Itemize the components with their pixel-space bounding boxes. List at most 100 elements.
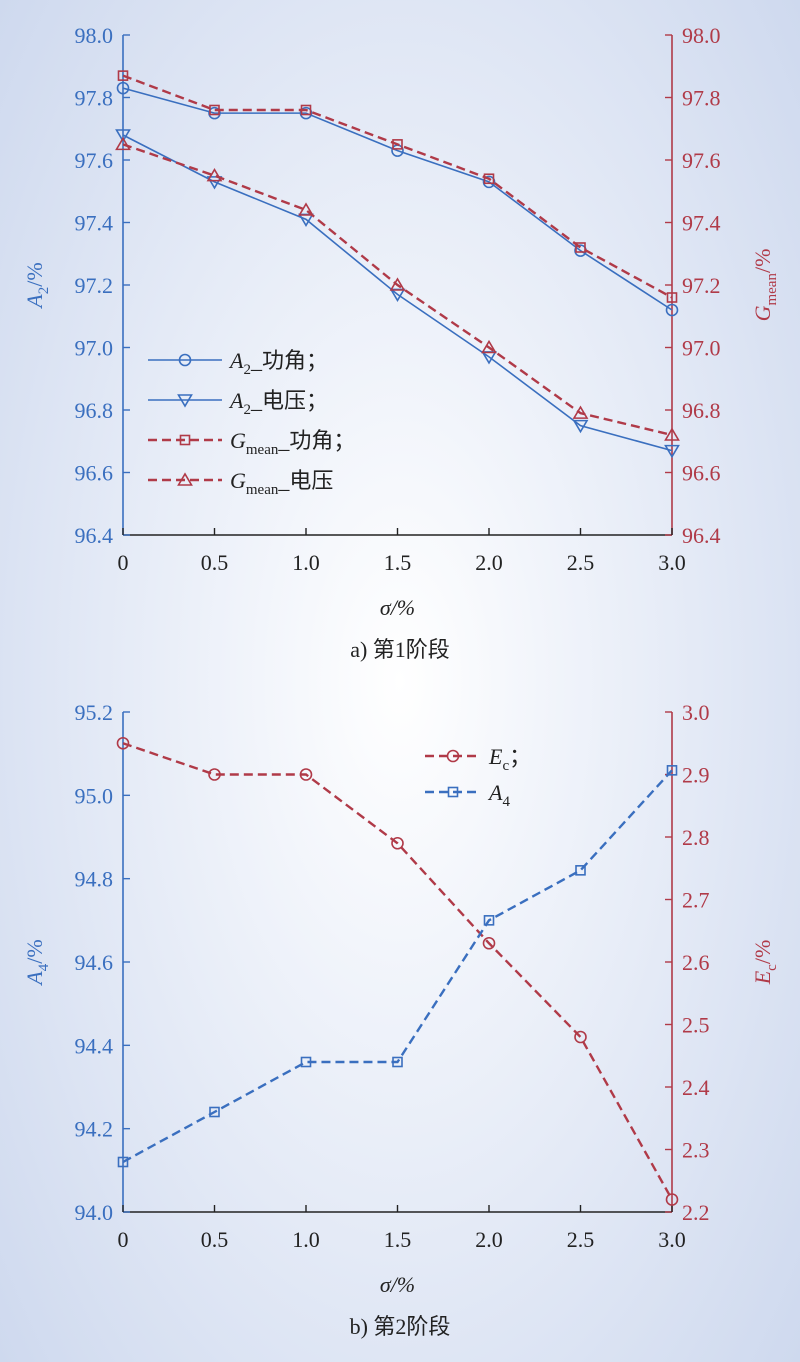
data-point: [483, 173, 495, 185]
legend-label-sub: 2: [243, 402, 251, 418]
series-1-4: [115, 136, 680, 441]
left-tick-label: 94.0: [75, 1200, 114, 1225]
legend-marker: [446, 749, 460, 763]
right-axis-title: Gmean/%: [750, 249, 780, 322]
x-tick-label: 1.5: [384, 550, 412, 575]
x-axis-title-text: σ/%: [380, 595, 415, 620]
legend-label-sub: 2: [243, 362, 251, 378]
data-point: [116, 736, 130, 750]
data-point: [206, 176, 223, 190]
right-axis-title-group: Ec/%: [750, 940, 780, 986]
legend-marker: [177, 472, 193, 486]
legend-label-main: E: [488, 744, 503, 769]
right-tick-label: 2.7: [682, 888, 710, 913]
x-axis-title: σ/%: [380, 595, 415, 620]
left-tick-label: 97.0: [75, 336, 114, 361]
legend-label-rest: _电压；: [250, 388, 328, 413]
right-tick-label: 97.4: [682, 211, 721, 236]
x-tick-label: 3.0: [658, 550, 686, 575]
data-point: [666, 765, 678, 776]
legend-1: A2_功角；A2_电压；Gmean_功角；Gmean_电压: [148, 348, 355, 498]
data-point: [482, 175, 496, 189]
left-tick-label: 94.2: [75, 1117, 114, 1142]
right-axis-title-unit: /%: [750, 249, 775, 273]
x-axis-title: σ/%: [380, 1272, 415, 1297]
legend-item: Ec；: [425, 744, 531, 774]
data-point: [116, 81, 130, 95]
x-tick-label: 0.5: [201, 1227, 229, 1252]
x-axis-title-text: σ/%: [380, 1272, 415, 1297]
left-tick-label: 96.4: [75, 523, 114, 548]
left-tick-label: 98.0: [75, 23, 114, 48]
left-tick-label: 94.4: [75, 1033, 114, 1058]
legend-label-main: G: [230, 428, 246, 453]
left-tick-label: 96.6: [75, 461, 114, 486]
x-tick-label: 1.0: [292, 550, 320, 575]
legend-label-main: A: [487, 780, 503, 805]
legend-marker: [179, 434, 191, 446]
right-axis-title-main: G: [750, 305, 775, 321]
x-tick-label: 2.0: [475, 550, 503, 575]
data-point: [575, 242, 586, 253]
x-tick-label: 0: [118, 550, 129, 575]
legend-label-sub: mean: [246, 442, 279, 458]
series-line: [122, 134, 673, 452]
left-tick-label: 95.2: [75, 700, 114, 725]
legend-label: A2_电压；: [228, 388, 328, 418]
left-tick-label: 97.2: [75, 273, 114, 298]
left-tick-label: 94.8: [75, 867, 114, 892]
left-tick-label: 97.6: [75, 148, 114, 173]
left-axis-title-sub: 2: [36, 287, 52, 295]
legend-label-sub: 4: [502, 794, 510, 810]
data-point: [117, 70, 129, 81]
right-tick-label: 96.8: [682, 398, 721, 423]
data-point: [664, 427, 680, 441]
legend-marker: [178, 353, 192, 367]
data-point: [665, 1193, 679, 1206]
legend-label-rest: _功角；: [250, 348, 328, 373]
legend-label-rest: ；: [509, 744, 531, 769]
data-point: [299, 768, 313, 781]
left-axis-title-main: A: [22, 971, 47, 987]
left-tick-label: 94.6: [75, 950, 114, 975]
series-line: [122, 143, 673, 437]
left-tick-label: 97.8: [75, 86, 114, 111]
chart-caption: b) 第2阶段: [350, 1314, 451, 1339]
legend-2: Ec； A4: [425, 744, 531, 810]
data-point: [115, 129, 131, 143]
series-line: [122, 769, 673, 1164]
data-point: [115, 136, 131, 151]
right-tick-label: 97.0: [682, 336, 721, 361]
x-tick-label: 1.0: [292, 1227, 320, 1252]
series-2-1: [116, 736, 679, 1206]
left-tick-label: 97.4: [75, 211, 114, 236]
right-tick-label: 2.3: [682, 1138, 710, 1163]
left-tick-label: 95.0: [75, 783, 114, 808]
right-tick-label: 2.6: [682, 950, 710, 975]
data-point: [664, 444, 680, 459]
left-axis-title-group: A2/%: [22, 262, 52, 309]
legend-label-sub: mean: [246, 482, 279, 498]
legend-label-main: A: [228, 348, 244, 373]
left-axis-title-unit: /%: [22, 262, 47, 286]
right-tick-label: 2.4: [682, 1075, 710, 1100]
right-tick-label: 97.8: [682, 86, 721, 111]
data-point: [208, 768, 221, 781]
left-axis-title: A4/%: [22, 939, 52, 986]
legend-label: A2_功角；: [228, 348, 328, 378]
series-line: [122, 74, 673, 299]
right-axis-title-main: E: [750, 970, 775, 985]
series-1-2: [115, 129, 680, 459]
data-point: [666, 292, 678, 303]
data-point: [483, 915, 495, 926]
chart-1: 96.4 96.6 96.8 97.0 97.2 97.4 97.6 97.8 98.0 96.4…: [22, 23, 780, 662]
data-point: [572, 405, 589, 419]
x-tick-label: 2.5: [567, 550, 595, 575]
x-tick-label: 0.5: [201, 550, 229, 575]
right-axis-title-sub: c: [764, 964, 780, 971]
data-point: [665, 303, 679, 317]
right-tick-label: 98.0: [682, 23, 721, 48]
legend-item: Gmean_电压: [148, 468, 333, 498]
